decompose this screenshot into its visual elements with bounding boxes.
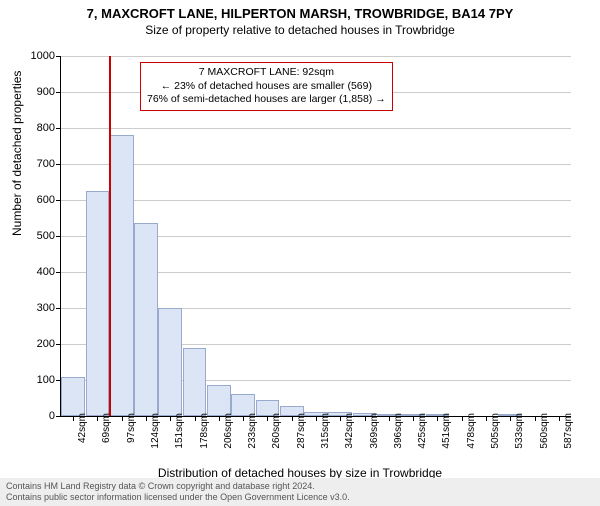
- ytick-label: 200: [15, 338, 55, 350]
- xtick-label: 260sqm: [271, 413, 282, 449]
- xtick-label: 451sqm: [441, 413, 452, 449]
- ytick-mark: [56, 308, 61, 309]
- xtick-label: 478sqm: [466, 413, 477, 449]
- histogram-bar: [158, 308, 182, 416]
- ytick-label: 800: [15, 122, 55, 134]
- ytick-label: 500: [15, 230, 55, 242]
- xtick-label: 233sqm: [247, 413, 258, 449]
- gridline: [61, 56, 571, 57]
- marker-line: [109, 56, 111, 416]
- ytick-mark: [56, 236, 61, 237]
- ytick-mark: [56, 128, 61, 129]
- xtick-mark: [267, 416, 268, 421]
- ytick-mark: [56, 272, 61, 273]
- gridline: [61, 164, 571, 165]
- xtick-mark: [170, 416, 171, 421]
- xtick-mark: [535, 416, 536, 421]
- chart-area: 0100200300400500600700800900100042sqm69s…: [60, 56, 570, 416]
- xtick-mark: [413, 416, 414, 421]
- ytick-label: 300: [15, 302, 55, 314]
- xtick-label: 151sqm: [174, 413, 185, 449]
- xtick-mark: [97, 416, 98, 421]
- xtick-mark: [340, 416, 341, 421]
- xtick-mark: [365, 416, 366, 421]
- xtick-mark: [510, 416, 511, 421]
- footer-line1: Contains HM Land Registry data © Crown c…: [6, 481, 594, 492]
- annotation-line3: 76% of semi-detached houses are larger (…: [147, 93, 386, 107]
- histogram-bar: [61, 377, 85, 416]
- xtick-mark: [292, 416, 293, 421]
- ytick-mark: [56, 416, 61, 417]
- xtick-mark: [437, 416, 438, 421]
- xtick-label: 42sqm: [77, 413, 88, 443]
- xtick-label: 396sqm: [393, 413, 404, 449]
- xtick-mark: [462, 416, 463, 421]
- footer: Contains HM Land Registry data © Crown c…: [0, 478, 600, 506]
- xtick-label: 206sqm: [223, 413, 234, 449]
- gridline: [61, 128, 571, 129]
- ytick-mark: [56, 164, 61, 165]
- ytick-label: 1000: [15, 50, 55, 62]
- ytick-label: 900: [15, 86, 55, 98]
- xtick-mark: [146, 416, 147, 421]
- xtick-label: 533sqm: [514, 413, 525, 449]
- histogram-bar: [183, 348, 207, 416]
- ytick-label: 400: [15, 266, 55, 278]
- ytick-label: 600: [15, 194, 55, 206]
- annotation-line2: ← 23% of detached houses are smaller (56…: [147, 80, 386, 94]
- gridline: [61, 200, 571, 201]
- xtick-label: 425sqm: [417, 413, 428, 449]
- xtick-label: 287sqm: [296, 413, 307, 449]
- xtick-label: 505sqm: [490, 413, 501, 449]
- xtick-mark: [559, 416, 560, 421]
- xtick-mark: [219, 416, 220, 421]
- ytick-mark: [56, 92, 61, 93]
- ytick-mark: [56, 56, 61, 57]
- annotation-line1: 7 MAXCROFT LANE: 92sqm: [147, 66, 386, 80]
- xtick-mark: [316, 416, 317, 421]
- xtick-mark: [122, 416, 123, 421]
- xtick-label: 69sqm: [101, 413, 112, 443]
- xtick-mark: [195, 416, 196, 421]
- ytick-label: 700: [15, 158, 55, 170]
- histogram-bar: [86, 191, 110, 416]
- xtick-mark: [243, 416, 244, 421]
- ytick-label: 0: [15, 410, 55, 422]
- xtick-label: 369sqm: [369, 413, 380, 449]
- xtick-label: 97sqm: [126, 413, 137, 443]
- footer-line2: Contains public sector information licen…: [6, 492, 594, 503]
- histogram-bar: [134, 223, 158, 416]
- title-main: 7, MAXCROFT LANE, HILPERTON MARSH, TROWB…: [0, 6, 600, 21]
- ytick-label: 100: [15, 374, 55, 386]
- xtick-mark: [73, 416, 74, 421]
- xtick-label: 587sqm: [563, 413, 574, 449]
- ytick-mark: [56, 200, 61, 201]
- subtitle: Size of property relative to detached ho…: [0, 23, 600, 37]
- xtick-label: 124sqm: [150, 413, 161, 449]
- xtick-label: 342sqm: [344, 413, 355, 449]
- xtick-label: 178sqm: [199, 413, 210, 449]
- xtick-mark: [486, 416, 487, 421]
- xtick-label: 315sqm: [320, 413, 331, 449]
- histogram-bar: [207, 385, 231, 416]
- ytick-mark: [56, 344, 61, 345]
- histogram-bar: [110, 135, 134, 416]
- xtick-label: 560sqm: [539, 413, 550, 449]
- annotation-box: 7 MAXCROFT LANE: 92sqm ← 23% of detached…: [140, 62, 393, 111]
- xtick-mark: [389, 416, 390, 421]
